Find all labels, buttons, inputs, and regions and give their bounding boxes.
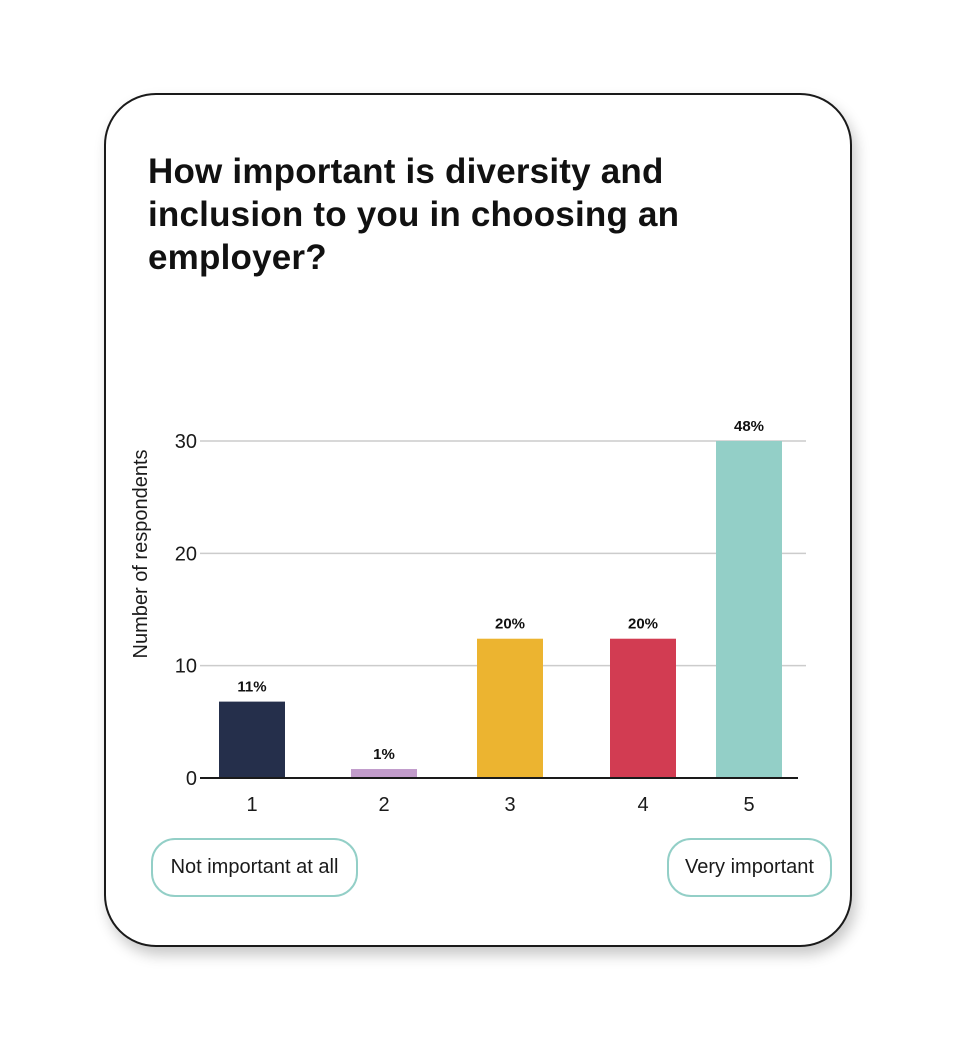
data-labels: 11% 1% 20% 20% 48%	[237, 418, 764, 763]
y-tick-label: 30	[175, 431, 197, 453]
y-tick-label: 0	[186, 768, 197, 790]
x-tick-label-3: 3	[504, 794, 515, 816]
data-label-4: 20%	[628, 616, 658, 633]
y-tick-label: 10	[175, 656, 197, 678]
x-tick-label-2: 2	[378, 794, 389, 816]
x-tick-label-1: 1	[246, 794, 257, 816]
x-tick-label-4: 4	[637, 794, 648, 816]
bar-5	[716, 441, 782, 778]
y-tick-label: 20	[175, 543, 197, 565]
data-label-1: 11%	[237, 679, 266, 696]
bar-1	[219, 701, 285, 778]
scale-low-text: Not important at all	[170, 856, 339, 878]
bars	[219, 441, 782, 778]
scale-high-text: Very important	[685, 856, 814, 878]
scale-low-label: Not important at all	[151, 838, 358, 897]
scale-high-label: Very important	[667, 838, 832, 897]
bar-3	[477, 638, 543, 778]
bar-4	[610, 638, 676, 778]
data-label-2: 1%	[373, 746, 395, 763]
x-axis-ticks: 1 2 3 4 5	[246, 794, 754, 816]
y-axis-label: Number of respondents	[130, 449, 152, 658]
bar-2	[351, 769, 417, 778]
data-label-3: 20%	[495, 616, 525, 633]
data-label-5: 48%	[734, 418, 764, 435]
chart-title: How important is diversity and inclusion…	[148, 152, 680, 277]
y-axis-ticks: 0 10 20 30	[175, 431, 197, 790]
x-tick-label-5: 5	[743, 794, 754, 816]
